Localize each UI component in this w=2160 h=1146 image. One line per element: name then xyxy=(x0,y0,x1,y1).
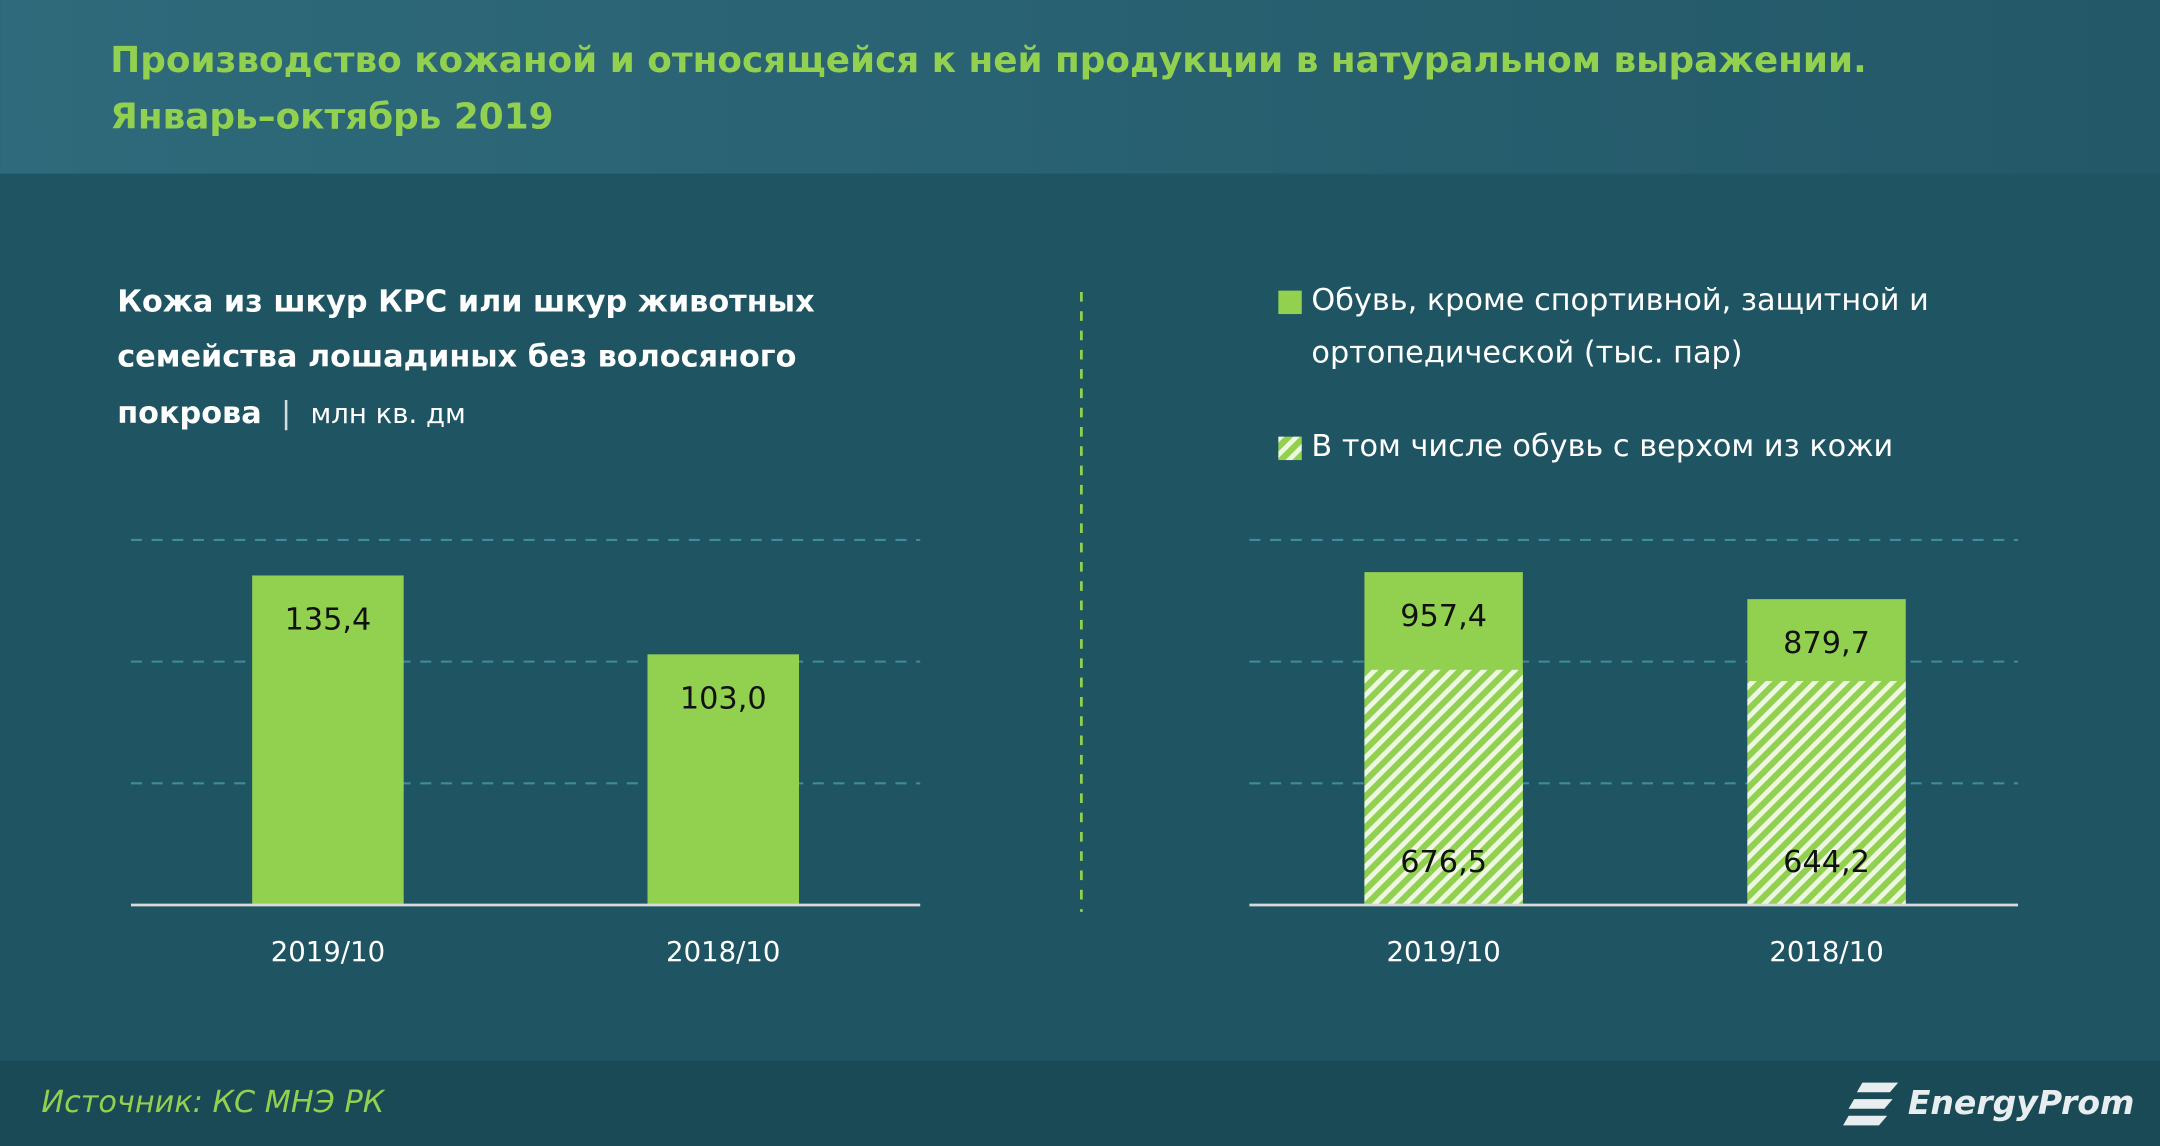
value-label: 676,5 xyxy=(1400,845,1487,880)
chart-title-wrap: Кожа из шкур КРС или шкур животных семей… xyxy=(117,285,815,432)
bar xyxy=(647,654,800,905)
logo-icon xyxy=(1843,1082,1899,1126)
value-label: 103,0 xyxy=(680,681,767,716)
chart-title: Кожа из шкур КРС или шкур животных семей… xyxy=(117,285,815,432)
legend-swatch xyxy=(1278,436,1302,461)
bar xyxy=(1747,681,1906,905)
x-tick-label: 2018/10 xyxy=(666,936,780,968)
x-tick-label: 2019/10 xyxy=(1386,936,1500,968)
chart-title-box: Кожа из шкур КРС или шкур животных семей… xyxy=(117,285,815,432)
title: Производство кожаной и относящейся к ней… xyxy=(110,40,1866,81)
logo: EnergyProm xyxy=(1843,1082,2135,1126)
legend-box: В том числе обувь с верхом из кожи xyxy=(1311,429,1894,465)
value-label: 957,4 xyxy=(1400,599,1487,634)
footer-band xyxy=(0,1060,2160,1146)
legend-box: Обувь, кроме спортивной, защитной и орто… xyxy=(1311,283,1929,371)
header-band xyxy=(0,0,2160,174)
bar xyxy=(252,575,404,905)
value-label: 644,2 xyxy=(1783,845,1870,880)
x-tick-label: 2018/10 xyxy=(1769,936,1883,968)
legend-label: Обувь, кроме спортивной, защитной и орто… xyxy=(1311,283,1929,371)
logo-text: EnergyProm xyxy=(1908,1083,2135,1122)
value-label: 135,4 xyxy=(285,602,372,637)
chart-unit: млн кв. дм xyxy=(310,396,466,430)
source: Источник: КС МНЭ РК xyxy=(41,1085,385,1120)
legend-swatch xyxy=(1278,290,1302,315)
legend-label: В том числе обувь с верхом из кожи xyxy=(1311,429,1894,465)
subtitle: Январь–октябрь 2019 xyxy=(110,96,553,137)
x-tick-label: 2019/10 xyxy=(271,936,385,968)
value-label: 879,7 xyxy=(1783,626,1870,661)
bar xyxy=(1364,669,1523,905)
